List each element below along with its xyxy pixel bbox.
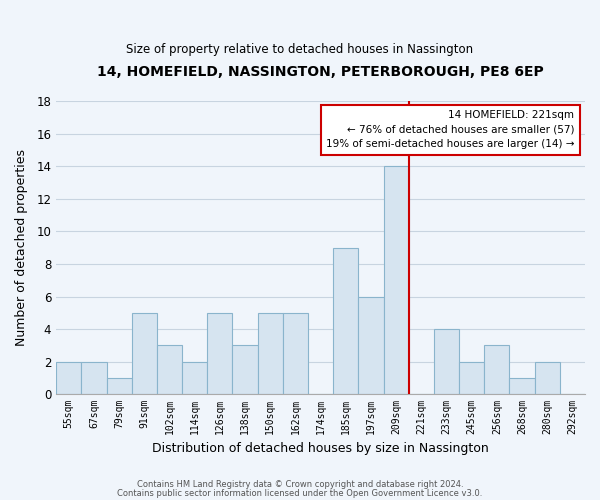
Bar [157, 346, 182, 394]
Text: Size of property relative to detached houses in Nassington: Size of property relative to detached ho… [127, 42, 473, 56]
Bar [383, 166, 409, 394]
Bar [434, 329, 459, 394]
Bar [484, 346, 509, 394]
Title: 14, HOMEFIELD, NASSINGTON, PETERBOROUGH, PE8 6EP: 14, HOMEFIELD, NASSINGTON, PETERBOROUGH,… [97, 65, 544, 79]
Bar [509, 378, 535, 394]
Bar [56, 362, 82, 394]
Bar [257, 313, 283, 394]
Text: Contains public sector information licensed under the Open Government Licence v3: Contains public sector information licen… [118, 489, 482, 498]
Bar [535, 362, 560, 394]
Text: 14 HOMEFIELD: 221sqm
← 76% of detached houses are smaller (57)
19% of semi-detac: 14 HOMEFIELD: 221sqm ← 76% of detached h… [326, 110, 574, 150]
Bar [232, 346, 257, 394]
Text: Contains HM Land Registry data © Crown copyright and database right 2024.: Contains HM Land Registry data © Crown c… [137, 480, 463, 489]
Bar [333, 248, 358, 394]
Bar [358, 296, 383, 394]
Bar [207, 313, 232, 394]
Bar [182, 362, 207, 394]
Bar [459, 362, 484, 394]
X-axis label: Distribution of detached houses by size in Nassington: Distribution of detached houses by size … [152, 442, 489, 455]
Y-axis label: Number of detached properties: Number of detached properties [15, 149, 28, 346]
Bar [82, 362, 107, 394]
Bar [283, 313, 308, 394]
Bar [107, 378, 132, 394]
Bar [132, 313, 157, 394]
